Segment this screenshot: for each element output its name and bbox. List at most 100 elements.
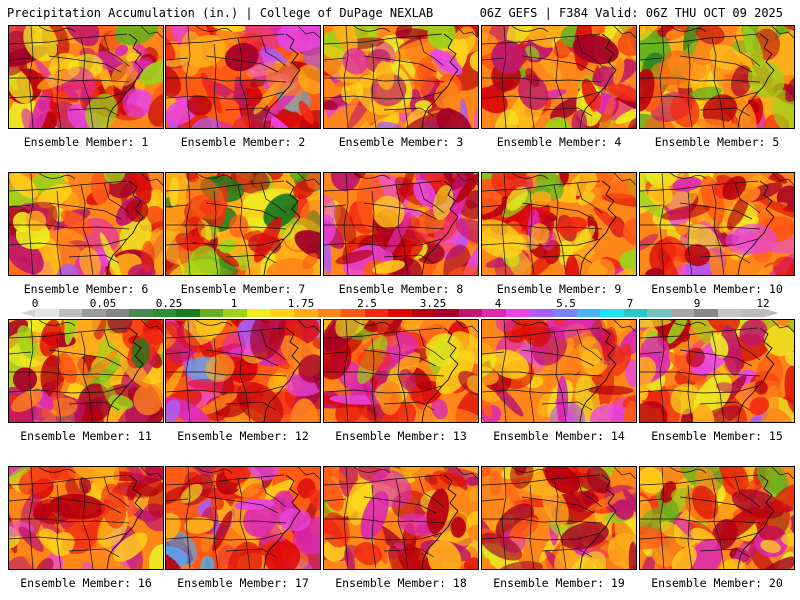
colorbar-swatch xyxy=(600,309,624,317)
precip-blob xyxy=(756,196,794,219)
precip-blob xyxy=(63,26,100,47)
ensemble-member-caption: Ensemble Member: 2 xyxy=(180,135,306,149)
precip-blob xyxy=(201,72,223,114)
state-border xyxy=(103,182,130,214)
great-lakes-outline xyxy=(195,467,233,474)
colorbar-track xyxy=(35,309,765,317)
map-borders xyxy=(9,26,163,128)
coastline xyxy=(106,474,144,569)
state-border xyxy=(205,349,279,367)
precip-blob xyxy=(133,384,163,416)
precip-blob xyxy=(79,476,92,494)
state-border xyxy=(9,57,32,61)
precip-blob xyxy=(482,87,508,114)
state-border xyxy=(521,55,595,73)
great-lakes-outline xyxy=(613,26,636,39)
precip-blob xyxy=(640,68,655,112)
state-border xyxy=(9,351,32,355)
precip-blob xyxy=(671,546,697,569)
great-lakes-outline xyxy=(353,173,391,180)
precip-blob xyxy=(583,490,595,506)
map-borders xyxy=(9,173,163,275)
state-border xyxy=(185,320,191,422)
precip-blob xyxy=(9,467,30,481)
precip-blob xyxy=(644,116,677,128)
precip-blob xyxy=(740,186,761,203)
state-border xyxy=(640,224,761,230)
state-border xyxy=(324,57,347,61)
ensemble-member-caption: Ensemble Member: 5 xyxy=(654,135,780,149)
precip-blob xyxy=(753,556,794,569)
precip-blob xyxy=(640,550,656,569)
precip-blob xyxy=(640,26,664,41)
state-border xyxy=(9,518,130,524)
precip-blob xyxy=(103,173,126,184)
ensemble-map-panel xyxy=(8,172,164,276)
state-border xyxy=(640,238,759,247)
state-border xyxy=(68,401,120,411)
run-info: 06Z GEFS | F384 Valid: 06Z THU OCT 09 20… xyxy=(479,6,783,20)
precip-blob xyxy=(408,366,432,392)
map-borders xyxy=(482,26,636,128)
precip-blob xyxy=(722,176,747,200)
precip-blob xyxy=(718,467,749,491)
state-border xyxy=(640,351,663,355)
precip-blob xyxy=(388,545,411,569)
precip-blob xyxy=(455,173,478,203)
state-border xyxy=(699,548,751,558)
precip-blob xyxy=(265,62,309,96)
precip-blob xyxy=(482,396,493,419)
colorbar-tick-label: 3.25 xyxy=(419,297,447,310)
precip-blob xyxy=(308,489,320,512)
precip-map xyxy=(9,467,163,569)
precip-blob xyxy=(397,543,437,569)
precip-blob xyxy=(785,76,794,102)
precip-blob xyxy=(376,121,409,128)
ensemble-member-caption: Ensemble Member: 20 xyxy=(651,576,783,590)
state-border xyxy=(482,57,505,61)
precip-map xyxy=(640,173,794,275)
state-border xyxy=(166,238,285,247)
precip-blob xyxy=(518,74,549,111)
precip-blob xyxy=(702,94,738,126)
precip-blob xyxy=(9,173,39,199)
precip-blob xyxy=(299,199,320,235)
state-border xyxy=(68,548,120,558)
state-border xyxy=(343,467,349,569)
precip-blob xyxy=(245,383,264,404)
state-border xyxy=(482,180,601,192)
precip-map xyxy=(9,173,163,275)
precip-blob xyxy=(335,320,372,339)
state-border xyxy=(9,327,128,339)
map-borders xyxy=(166,320,320,422)
map-borders xyxy=(482,467,636,569)
map-borders xyxy=(166,26,320,128)
precip-blob xyxy=(9,320,29,355)
coastline xyxy=(579,180,617,275)
state-border xyxy=(166,385,285,394)
state-border xyxy=(501,26,507,128)
ensemble-member-caption: Ensemble Member: 13 xyxy=(335,429,467,443)
great-lakes-outline xyxy=(195,173,233,180)
precip-blob xyxy=(659,521,682,538)
precip-blob xyxy=(166,365,184,409)
precip-blob xyxy=(263,112,302,128)
great-lakes-outline xyxy=(353,320,391,327)
ensemble-map-panel xyxy=(639,319,795,423)
precip-blob xyxy=(147,92,163,127)
precip-blob xyxy=(234,76,248,108)
ensemble-member-caption: Ensemble Member: 14 xyxy=(493,429,625,443)
state-border xyxy=(9,238,128,247)
colorbar-swatch xyxy=(364,309,389,317)
state-border xyxy=(260,476,287,508)
precip-blob xyxy=(550,97,582,122)
precip-blob xyxy=(506,26,536,47)
colorbar-tick-label: 7 xyxy=(626,297,634,310)
precip-blob xyxy=(249,320,286,360)
ensemble-map-panel xyxy=(639,172,795,276)
precip-blob xyxy=(21,108,40,128)
precip-blob xyxy=(600,179,636,199)
state-border xyxy=(260,182,287,214)
ensemble-map-panel xyxy=(639,25,795,129)
ensemble-map-panel xyxy=(323,25,479,129)
